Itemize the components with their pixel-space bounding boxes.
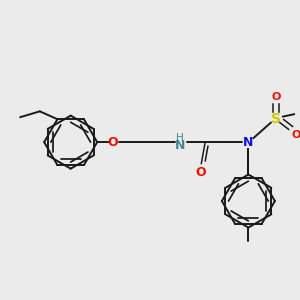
Text: H: H <box>176 133 184 143</box>
Text: O: O <box>271 92 280 102</box>
Text: N: N <box>243 136 254 148</box>
Text: O: O <box>108 136 118 148</box>
Text: N: N <box>175 139 185 152</box>
Text: O: O <box>195 166 206 179</box>
Text: S: S <box>271 112 281 126</box>
Text: O: O <box>292 130 300 140</box>
